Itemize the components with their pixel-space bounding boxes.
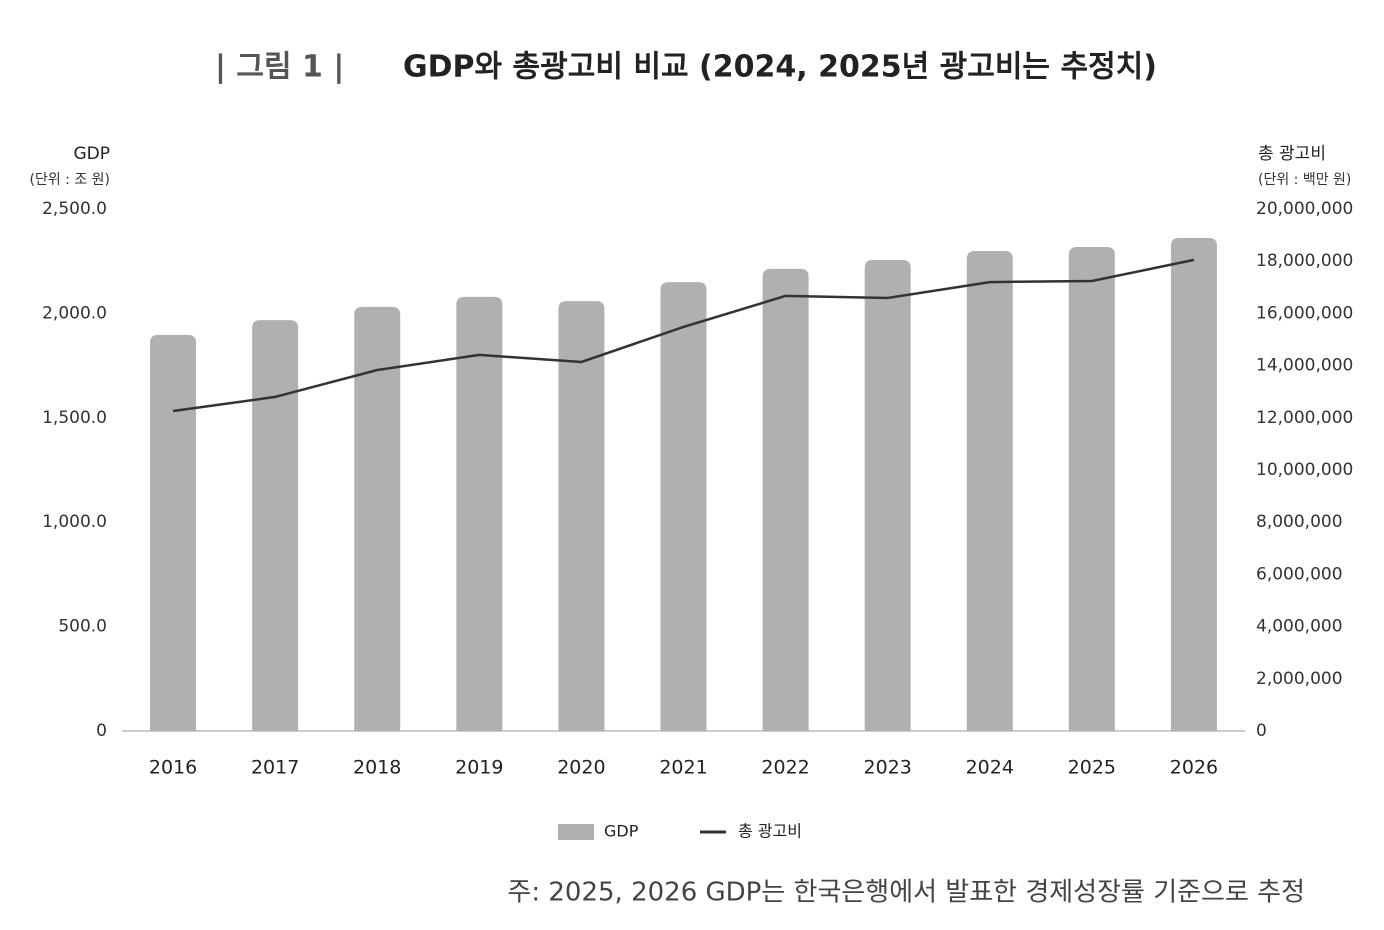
- y-tick-label: 1,500.0: [42, 408, 107, 428]
- y2-tick-label: 4,000,000: [1256, 617, 1343, 637]
- y2-tick-label: 20,000,000: [1256, 199, 1353, 219]
- bar: [762, 268, 809, 731]
- y2-tick-label: 2,000,000: [1256, 669, 1343, 689]
- y-tick-label: 1,000.0: [42, 512, 107, 532]
- legend-swatch: [558, 824, 594, 840]
- x-tick-label: 2021: [659, 757, 707, 779]
- y2-tick-label: 12,000,000: [1256, 408, 1353, 428]
- bar: [660, 282, 707, 731]
- y2-tick-label: 0: [1256, 721, 1267, 741]
- bar: [966, 250, 1013, 731]
- x-tick-label: 2018: [353, 757, 401, 779]
- bar: [1170, 238, 1217, 731]
- y-tick-label: 2,500.0: [42, 199, 107, 219]
- bar: [456, 296, 503, 731]
- x-tick-label: 2023: [864, 757, 912, 779]
- y2-tick-label: 14,000,000: [1256, 356, 1353, 376]
- y-axis-label: GDP: [73, 144, 110, 164]
- bar: [558, 301, 605, 731]
- y2-tick-label: 8,000,000: [1256, 512, 1343, 532]
- note: 주: 2025, 2026 GDP는 한국은행에서 발표한 경제성장률 기준으로…: [507, 878, 1305, 908]
- y-tick-label: 2,000.0: [42, 303, 107, 323]
- line: [172, 258, 1195, 413]
- bar: [1068, 247, 1115, 732]
- legend-label: GDP: [604, 822, 639, 841]
- x-tick-label: 2022: [761, 757, 809, 779]
- bar: [150, 334, 197, 731]
- y2-tick-label: 10,000,000: [1256, 460, 1353, 480]
- bar: [864, 259, 911, 731]
- bar: [252, 320, 299, 731]
- y2-axis-label: 총 광고비: [1258, 144, 1326, 164]
- y-axis-unit: (단위 : 조 원): [29, 172, 110, 188]
- x-tick-label: 2017: [251, 757, 299, 779]
- x-tick-label: 2025: [1068, 757, 1116, 779]
- x-tick-label: 2020: [557, 757, 605, 779]
- y2-axis-unit: (단위 : 백만 원): [1258, 172, 1351, 188]
- x-tick-label: 2016: [149, 757, 197, 779]
- y-tick-label: 0: [96, 721, 107, 741]
- chart-title: GDP와 총광고비 비교 (2024, 2025년 광고비는 추정치): [403, 50, 1157, 85]
- x-tick-label: 2019: [455, 757, 503, 779]
- y2-tick-label: 18,000,000: [1256, 251, 1353, 271]
- bar: [354, 306, 401, 731]
- x-tick-label: 2024: [966, 757, 1014, 779]
- figure-label: | 그림 1 |: [215, 50, 344, 85]
- legend-label: 총 광고비: [738, 822, 802, 841]
- y2-tick-label: 6,000,000: [1256, 564, 1343, 584]
- y2-tick-label: 16,000,000: [1256, 303, 1353, 323]
- y-tick-label: 500.0: [58, 617, 107, 637]
- x-tick-label: 2026: [1170, 757, 1218, 779]
